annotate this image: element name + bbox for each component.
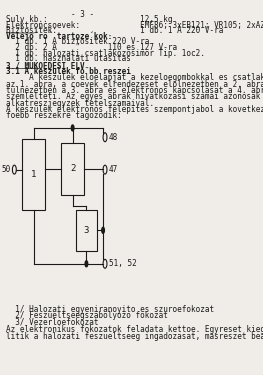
Text: 2 db. 2 A    "      110 es 127 V-ra: 2 db. 2 A " 110 es 127 V-ra — [6, 43, 177, 52]
Text: 3./ MUKOEDESI ELV: 3./ MUKOEDESI ELV — [6, 62, 85, 71]
Text: foebb reszekre tagozodik:: foebb reszekre tagozodik: — [6, 111, 122, 120]
Circle shape — [71, 125, 74, 131]
Text: 47: 47 — [109, 165, 118, 174]
Text: 2/ Feszueltseegszabolyozo fokozat: 2/ Feszueltseegszabolyozo fokozat — [6, 311, 168, 320]
Text: 1: 1 — [31, 170, 37, 179]
Text: A keszulek eloelapjat a kezeloegombokkal es csatlakozoekkal: A keszulek eloelapjat a kezeloegombokkal… — [6, 73, 263, 82]
Text: Velejóró tartozékok:: Velejóró tartozékok: — [6, 32, 113, 41]
Text: 3.1 A keszulek föbb reszei: 3.1 A keszulek föbb reszei — [6, 67, 131, 76]
Text: 1 db. hasznalati utasitas: 1 db. hasznalati utasitas — [6, 54, 131, 63]
Text: tulnezetben a 3. abra es elektronos kapcsolasat a 4. abra: tulnezetben a 3. abra es elektronos kapc… — [6, 86, 263, 95]
Text: 1 db. halozati csatlakozosimor Tip. 1oc2.: 1 db. halozati csatlakozosimor Tip. 1oc2… — [6, 49, 205, 58]
Text: 1/ Halozati egyeniranoyito es szuroefokozat: 1/ Halozati egyeniranoyito es szuroefoko… — [6, 305, 214, 314]
Text: - 3 -: - 3 - — [71, 10, 94, 19]
Text: Az elektronikus fokozatok feladata kettoe. Egyreset kiegyen-: Az elektronikus fokozatok feladata ketto… — [6, 325, 263, 334]
Text: litik a halozati feszueltseeg ingadozasat, masreszet beallitott: litik a halozati feszueltseeg ingadozasa… — [6, 332, 263, 340]
Circle shape — [102, 227, 104, 233]
Text: alkatreszjegyzek tetelszamaival.: alkatreszjegyzek tetelszamaival. — [6, 99, 154, 108]
Text: 48: 48 — [109, 133, 118, 142]
Bar — [61, 143, 84, 195]
Text: 3/ Vezerloefokozat: 3/ Vezerloefokozat — [6, 317, 99, 326]
Text: 51, 52: 51, 52 — [109, 259, 136, 268]
Text: 3: 3 — [84, 226, 89, 235]
Text: Biztositek:                  1 db. 1 A 220 V-ra: Biztositek: 1 db. 1 A 220 V-ra — [6, 26, 224, 35]
Text: 50: 50 — [2, 165, 11, 174]
Bar — [76, 210, 97, 251]
Text: A keszulek elektronos felepites szempontjabol a kovetkezoe-: A keszulek elektronos felepites szempont… — [6, 105, 263, 114]
Text: szemlelteti. Az egyes abrak hivatkozasi szamai azonosak az: szemlelteti. Az egyes abrak hivatkozasi … — [6, 92, 263, 101]
Text: 2: 2 — [70, 164, 75, 173]
Text: az 1. abra, a coevek elrendezeset elolnezetben a 2. abra, ha-: az 1. abra, a coevek elrendezeset elolne… — [6, 80, 263, 88]
Circle shape — [85, 261, 88, 267]
Bar — [22, 139, 45, 210]
Text: Elektroncsoevek:             EMF86; 3xEB121; VR105; 2xAZ21: Elektroncsoevek: EMF86; 3xEB121; VR105; … — [6, 21, 263, 30]
Text: 1 db. 1 A biztositek 220 V-ra: 1 db. 1 A biztositek 220 V-ra — [6, 38, 150, 46]
Text: Suly kb.:                    12,5 kg: Suly kb.: 12,5 kg — [6, 15, 173, 24]
